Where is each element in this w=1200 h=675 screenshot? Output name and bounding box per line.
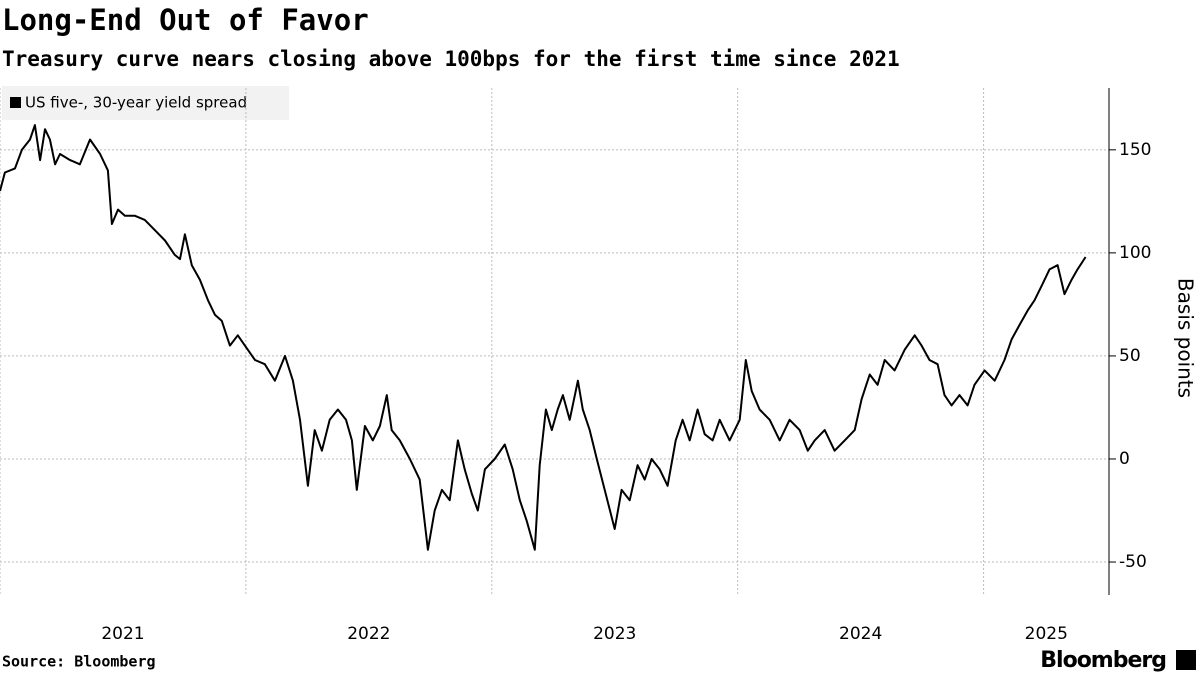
- y-tick-label: -50: [1119, 552, 1147, 572]
- brand-icon: [1176, 650, 1196, 670]
- x-tick-label: 2022: [347, 624, 390, 644]
- chart-subtitle: Treasury curve nears closing above 100bp…: [2, 47, 900, 71]
- legend-label: US five-, 30-year yield spread: [25, 94, 247, 112]
- y-tick-label: 50: [1119, 346, 1141, 366]
- y-axis-label: Basis points: [1174, 278, 1198, 398]
- x-tick-label: 2023: [593, 624, 636, 644]
- legend-box: [2, 86, 289, 120]
- y-tick-label: 0: [1119, 449, 1130, 469]
- brand: Bloomberg: [1040, 648, 1166, 673]
- legend-swatch: [10, 97, 21, 108]
- chart-title: Long-End Out of Favor: [2, 3, 369, 37]
- x-tick-label: 2024: [839, 624, 882, 644]
- x-tick-label: 2025: [1025, 624, 1068, 644]
- source: Source: Bloomberg: [2, 653, 156, 671]
- series-line: [0, 124, 1087, 551]
- y-tick-label: 100: [1119, 243, 1151, 263]
- x-tick-label: 2021: [101, 624, 144, 644]
- y-tick-label: 150: [1119, 140, 1151, 160]
